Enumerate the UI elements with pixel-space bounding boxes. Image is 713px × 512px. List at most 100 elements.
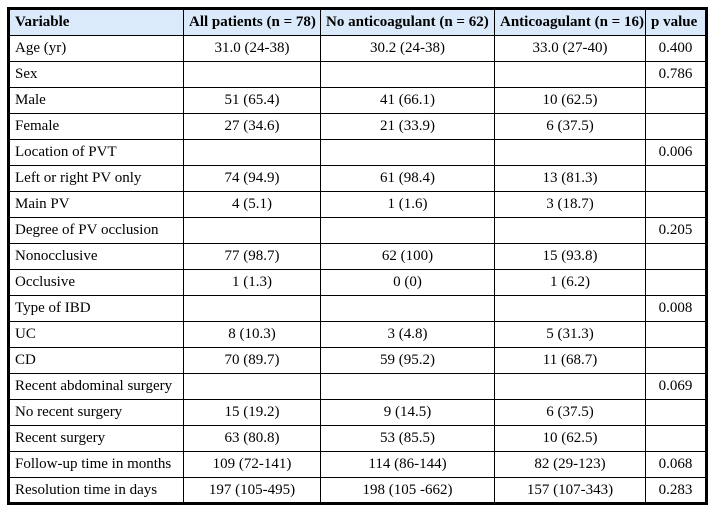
cell-variable: Recent surgery: [8, 425, 184, 452]
cell-no-anticoagulant: 21 (33.9): [320, 113, 495, 140]
table-row: Nonocclusive 77 (98.7) 62 (100) 15 (93.8…: [8, 243, 707, 270]
cell-no-anticoagulant: 53 (85.5): [320, 425, 495, 452]
cell-anticoagulant: [494, 295, 646, 322]
table-row: CD 70 (89.7) 59 (95.2) 11 (68.7): [8, 347, 707, 374]
cell-anticoagulant: 13 (81.3): [494, 165, 646, 192]
cell-variable: Female: [8, 113, 184, 140]
table-row: Left or right PV only 74 (94.9) 61 (98.4…: [8, 165, 707, 192]
cell-variable: Left or right PV only: [8, 165, 184, 192]
cell-anticoagulant: 10 (62.5): [494, 87, 646, 114]
header-anticoagulant: Anticoagulant (n = 16): [494, 8, 646, 36]
header-variable: Variable: [8, 8, 184, 36]
cell-anticoagulant: [494, 217, 646, 244]
cell-anticoagulant: 6 (37.5): [494, 113, 646, 140]
cell-anticoagulant: [494, 61, 646, 88]
cell-variable: Resolution time in days: [8, 477, 184, 504]
cell-anticoagulant: 5 (31.3): [494, 321, 646, 348]
cell-all-patients: 77 (98.7): [183, 243, 321, 270]
cell-all-patients: 70 (89.7): [183, 347, 321, 374]
cell-all-patients: 1 (1.3): [183, 269, 321, 296]
table-row: UC 8 (10.3) 3 (4.8) 5 (31.3): [8, 321, 707, 348]
cell-variable: UC: [8, 321, 184, 348]
cell-no-anticoagulant: [320, 295, 495, 322]
cell-no-anticoagulant: 198 (105 -662): [320, 477, 495, 504]
cell-p-value: [645, 269, 707, 296]
table-row: Type of IBD 0.008: [8, 295, 707, 322]
cell-anticoagulant: 33.0 (27-40): [494, 35, 646, 62]
cell-p-value: 0.008: [645, 295, 707, 322]
cell-all-patients: 63 (80.8): [183, 425, 321, 452]
table-row: Recent surgery 63 (80.8) 53 (85.5) 10 (6…: [8, 425, 707, 452]
cell-all-patients: 197 (105-495): [183, 477, 321, 504]
cell-anticoagulant: 6 (37.5): [494, 399, 646, 426]
cell-variable: Location of PVT: [8, 139, 184, 166]
cell-p-value: [645, 243, 707, 270]
cell-p-value: [645, 399, 707, 426]
cell-p-value: 0.400: [645, 35, 707, 62]
table-row: Recent abdominal surgery 0.069: [8, 373, 707, 400]
cell-variable: Recent abdominal surgery: [8, 373, 184, 400]
cell-anticoagulant: 157 (107-343): [494, 477, 646, 504]
cell-all-patients: 8 (10.3): [183, 321, 321, 348]
cell-no-anticoagulant: [320, 61, 495, 88]
header-p-value: p value: [645, 8, 707, 36]
cell-no-anticoagulant: 30.2 (24-38): [320, 35, 495, 62]
cell-no-anticoagulant: 3 (4.8): [320, 321, 495, 348]
cell-all-patients: 51 (65.4): [183, 87, 321, 114]
cell-anticoagulant: 3 (18.7): [494, 191, 646, 218]
cell-all-patients: 74 (94.9): [183, 165, 321, 192]
cell-variable: Follow-up time in months: [8, 451, 184, 478]
cell-no-anticoagulant: [320, 373, 495, 400]
cell-all-patients: [183, 373, 321, 400]
cell-variable: Main PV: [8, 191, 184, 218]
cell-p-value: [645, 347, 707, 374]
cell-all-patients: [183, 61, 321, 88]
cell-all-patients: [183, 139, 321, 166]
cell-p-value: [645, 191, 707, 218]
cell-anticoagulant: [494, 139, 646, 166]
cell-p-value: [645, 87, 707, 114]
cell-variable: Male: [8, 87, 184, 114]
cell-anticoagulant: [494, 373, 646, 400]
table-row: Follow-up time in months 109 (72-141) 11…: [8, 451, 707, 478]
cell-no-anticoagulant: [320, 139, 495, 166]
cell-all-patients: [183, 217, 321, 244]
cell-no-anticoagulant: 0 (0): [320, 269, 495, 296]
cell-p-value: [645, 425, 707, 452]
cell-p-value: 0.006: [645, 139, 707, 166]
cell-anticoagulant: 1 (6.2): [494, 269, 646, 296]
cell-all-patients: 15 (19.2): [183, 399, 321, 426]
cell-no-anticoagulant: 61 (98.4): [320, 165, 495, 192]
cell-all-patients: 109 (72-141): [183, 451, 321, 478]
cell-anticoagulant: 82 (29-123): [494, 451, 646, 478]
table-row: Occlusive 1 (1.3) 0 (0) 1 (6.2): [8, 269, 707, 296]
table-row: Male 51 (65.4) 41 (66.1) 10 (62.5): [8, 87, 707, 114]
cell-p-value: 0.283: [645, 477, 707, 504]
cell-no-anticoagulant: [320, 217, 495, 244]
header-row: Variable All patients (n = 78) No antico…: [8, 8, 707, 36]
table-row: Main PV 4 (5.1) 1 (1.6) 3 (18.7): [8, 191, 707, 218]
cell-variable: Age (yr): [8, 35, 184, 62]
cell-variable: CD: [8, 347, 184, 374]
cell-no-anticoagulant: 114 (86-144): [320, 451, 495, 478]
table-row: Location of PVT 0.006: [8, 139, 707, 166]
cell-variable: Occlusive: [8, 269, 184, 296]
cell-variable: Type of IBD: [8, 295, 184, 322]
cell-variable: No recent surgery: [8, 399, 184, 426]
cell-no-anticoagulant: 9 (14.5): [320, 399, 495, 426]
cell-p-value: [645, 321, 707, 348]
cell-all-patients: 4 (5.1): [183, 191, 321, 218]
cell-no-anticoagulant: 1 (1.6): [320, 191, 495, 218]
table-row: No recent surgery 15 (19.2) 9 (14.5) 6 (…: [8, 399, 707, 426]
cell-all-patients: 31.0 (24-38): [183, 35, 321, 62]
cell-anticoagulant: 15 (93.8): [494, 243, 646, 270]
cell-p-value: 0.068: [645, 451, 707, 478]
cell-all-patients: 27 (34.6): [183, 113, 321, 140]
cell-variable: Nonocclusive: [8, 243, 184, 270]
table-row: Female 27 (34.6) 21 (33.9) 6 (37.5): [8, 113, 707, 140]
cell-p-value: [645, 165, 707, 192]
table-row: Sex 0.786: [8, 61, 707, 88]
cell-p-value: 0.786: [645, 61, 707, 88]
table-row: Degree of PV occlusion 0.205: [8, 217, 707, 244]
